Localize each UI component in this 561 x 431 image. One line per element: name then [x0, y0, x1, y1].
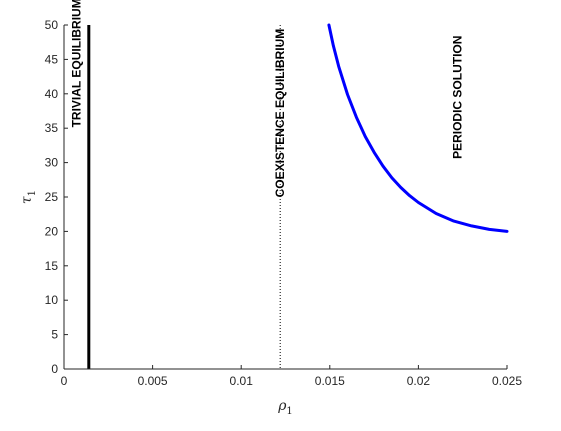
x-tick-label: 0.01: [230, 374, 254, 388]
x-tick-label: 0: [61, 374, 68, 388]
annotation-periodic-solution: PERIODIC SOLUTION: [450, 36, 464, 159]
annotation-trivial-equilibrium: TRIVIAL EQUILIBRIUM: [69, 0, 83, 127]
x-tick-label: 0.025: [492, 374, 522, 388]
x-tick-label: 0.015: [315, 374, 345, 388]
x-axis-label: ρ1: [277, 398, 293, 417]
plot-area: TRIVIAL EQUILIBRIUM COEXISTENCE EQUILIBRI…: [69, 0, 509, 369]
x-tick-label: 0.02: [407, 374, 431, 388]
y-tick-label: 25: [45, 190, 59, 204]
y-tick-label: 50: [45, 18, 59, 32]
y-axis-label: τ1: [19, 190, 38, 204]
series-line-1: [327, 23, 509, 233]
y-tick-label: 35: [45, 121, 59, 135]
y-tick-label: 5: [51, 328, 58, 342]
x-tick-label: 0.005: [138, 374, 168, 388]
axes: 0 0.005 0.01 0.015 0.02 0.025 0 5 10 15 20 25 30 35 40…: [45, 18, 523, 388]
y-tick-label: 10: [45, 293, 59, 307]
annotation-coexistence-equilibrium: COEXISTENCE EQUILIBRIUM: [273, 29, 287, 198]
y-tick-label: 45: [45, 52, 59, 66]
y-tick-label: 40: [45, 87, 59, 101]
y-tick-label: 15: [45, 259, 59, 273]
y-tick-label: 30: [45, 156, 59, 170]
y-tick-label: 0: [51, 362, 58, 376]
y-tick-label: 20: [45, 224, 59, 238]
